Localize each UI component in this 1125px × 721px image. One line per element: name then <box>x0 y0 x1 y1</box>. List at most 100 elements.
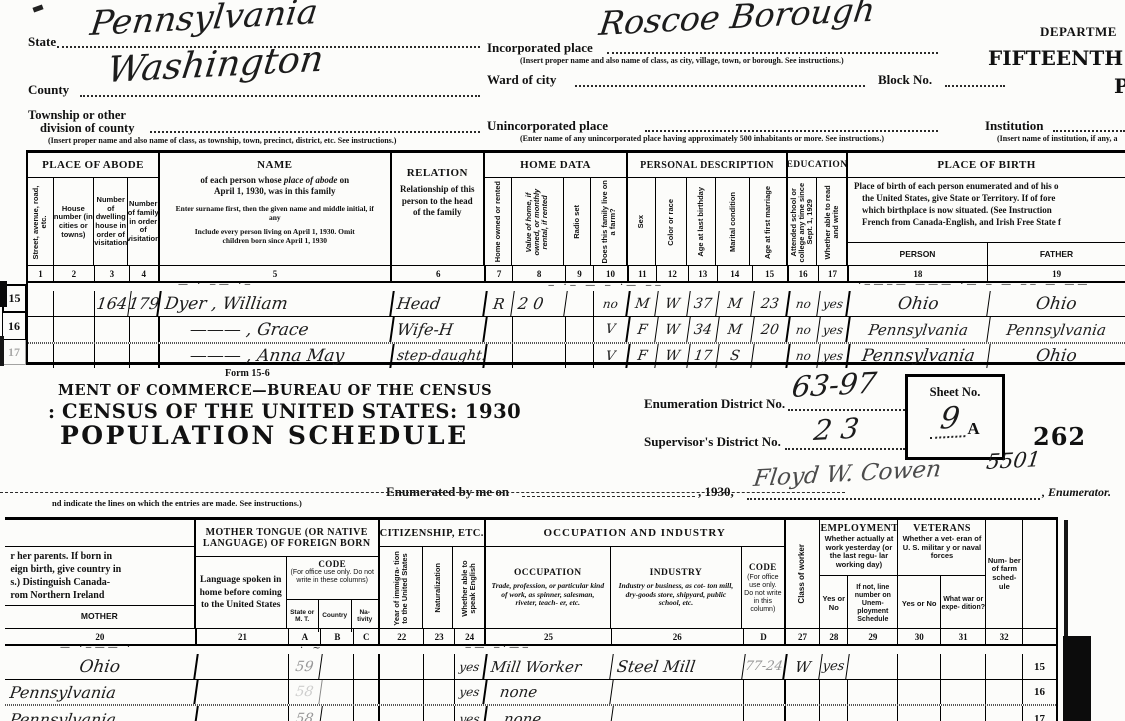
person-col-header: PERSON <box>899 249 936 260</box>
employment-group: EMPLOYMENT Whether actually at work yest… <box>820 520 899 632</box>
veteran-cell <box>898 680 942 704</box>
immigration-col-header: Year of immigra- tion to the United Stat… <box>391 550 409 626</box>
marital-cell: M <box>716 291 755 316</box>
color-race-cell: W <box>655 344 691 368</box>
veteran-cell <box>898 654 942 679</box>
code-c-cell <box>354 706 381 721</box>
speak-english-col-header: Whether able to speak English <box>459 559 477 617</box>
citizenship-title: CITIZENSHIP, ETC. <box>379 527 484 539</box>
partial-row-strokes: — ·‒—— · · ~ ‒— ‒·—‒ <box>60 642 532 654</box>
home-owned-cell: R <box>484 291 515 316</box>
col-number: 20 <box>5 629 197 644</box>
industry-cell <box>612 680 744 704</box>
population-table: PLACE OF ABODE Street, avenue, road, etc… <box>26 150 1125 368</box>
col-number: 8 <box>513 266 567 281</box>
dwelling-number-cell: 164 <box>93 291 132 316</box>
col-number: 25 <box>486 629 612 644</box>
col-number: 19 <box>1052 268 1062 279</box>
code-note: (For office use only. Do not write in th… <box>290 569 374 585</box>
color-race-col-header: Color or race <box>666 198 676 246</box>
institution-note: (Insert name of institution, if any, a <box>997 134 1118 143</box>
occupation-table-header: r her parents. If born in eign birth, gi… <box>5 520 1056 632</box>
at-work-cell <box>820 706 849 721</box>
col-number: 15 <box>753 266 789 281</box>
name-cell: ——— , Anna May <box>158 344 394 368</box>
farm-schedule-cell <box>986 706 1024 721</box>
code-c-cell <box>354 654 381 679</box>
language-cell <box>197 654 290 679</box>
sheet-letter: A <box>967 419 980 438</box>
enumerated-by-label: Enumerated by me on <box>386 484 510 499</box>
occupation-col-title: OCCUPATION <box>514 568 582 579</box>
home-value-cell: 2 0 <box>511 291 568 316</box>
sex-col-header: Sex <box>636 215 646 229</box>
home-value-col-header: Value of home, if owned, or monthly rent… <box>524 188 550 256</box>
incorporated-value: Roscoe Borough <box>597 0 878 44</box>
code-b-cell <box>321 706 355 721</box>
col-number: 12 <box>657 266 689 281</box>
color-race-cell: W <box>655 317 691 342</box>
read-write-cell: yes <box>816 344 851 368</box>
war-cell <box>941 654 987 679</box>
column-number-row: 1 2 3 4 5 6 7 8 9 10 11 12 13 14 15 16 1… <box>28 265 1125 283</box>
dwelling-number-cell <box>95 317 130 342</box>
incorporated-note: (Insert proper name and also name of cla… <box>520 56 844 65</box>
table2-intro-fragment: nd indicate the lines on which the entri… <box>52 498 302 508</box>
name-cell: Dyer , William <box>158 291 395 316</box>
occupation-industry-title: OCCUPATION AND INDUSTRY <box>543 527 726 539</box>
col-number: 5 <box>160 266 393 281</box>
place-of-birth-desc: Place of birth of each person enumerated… <box>848 178 1125 243</box>
industry-cell: Steel Mill <box>610 654 746 679</box>
unemployment-line-cell <box>848 654 899 679</box>
occupation-col-desc: Trade, profession, or particular kind of… <box>491 581 605 608</box>
enumerated-year: , 1930, <box>698 484 734 499</box>
speak-english-cell: yes <box>453 706 488 721</box>
intro-dash-line <box>0 492 845 493</box>
name-title: NAME <box>257 159 293 171</box>
unemployment-line-cell <box>848 680 899 704</box>
marital-col-header: Marital condition <box>727 192 737 252</box>
birthplace-father-cell: Ohio <box>1034 346 1079 366</box>
occupation-row-16: Pennsylvania 58 yes none 16 <box>3 680 1056 705</box>
sheet-label: Sheet No. <box>929 385 981 399</box>
supervisor-district-value: 2 3 <box>812 411 861 447</box>
department-line-fragment: MENT OF COMMERCE—BUREAU OF THE CENSUS <box>58 382 493 399</box>
county-label: County <box>28 82 70 97</box>
col-number: 32 <box>986 629 1024 644</box>
col-number: 13 <box>689 266 718 281</box>
age-cell: 37 <box>687 291 720 316</box>
line-number: 17 <box>2 340 26 365</box>
name-desc: on <box>337 175 350 185</box>
col-number: 24 <box>455 629 487 644</box>
unincorporated-note: (Enter name of any unincorporated place … <box>520 134 885 143</box>
empty-cell <box>28 317 54 342</box>
sheet-value: 9 <box>930 400 971 439</box>
code-a-cell: 59 <box>287 654 324 679</box>
page-stamp: 262 <box>1033 422 1087 451</box>
occupation-cell: none <box>484 680 614 704</box>
census-line-prefix: : <box>48 401 56 423</box>
name-col-header: NAME of each person whose place of abode… <box>160 153 392 265</box>
code-b-header: Country <box>322 612 348 620</box>
col-number: 1 <box>28 266 54 281</box>
person-row-17: ——— , Anna May step-daught. V F W 17 S n… <box>28 343 1125 368</box>
supervisor-district-line <box>785 448 905 450</box>
supervisor-district-label: Supervisor's District No. <box>644 434 781 449</box>
place-of-abode-group: PLACE OF ABODE Street, avenue, road, etc… <box>28 153 160 266</box>
place-of-birth-title: PLACE OF BIRTH <box>937 159 1036 171</box>
code-title: CODE <box>318 559 346 569</box>
enumerator-signature: Floyd W. Cowen <box>752 456 943 492</box>
line-number-col-header <box>1023 520 1056 628</box>
age-col-header: Age at last birthday <box>696 187 706 257</box>
code-d-note: (For office use only. Do not write in th… <box>744 573 782 614</box>
col-number: 16 <box>789 266 819 281</box>
marital-cell: S <box>716 344 755 368</box>
col-number: B <box>321 629 355 644</box>
age-cell: 17 <box>687 344 720 368</box>
relation-title: RELATION <box>406 167 468 179</box>
unemployment-line-header: If not, line number on Unem- ployment Sc… <box>854 583 891 624</box>
code-d-cell: 77-24 <box>741 654 788 679</box>
farm-cell: V <box>592 317 631 342</box>
sheet-number-box: Sheet No. 9 A <box>905 374 1005 460</box>
